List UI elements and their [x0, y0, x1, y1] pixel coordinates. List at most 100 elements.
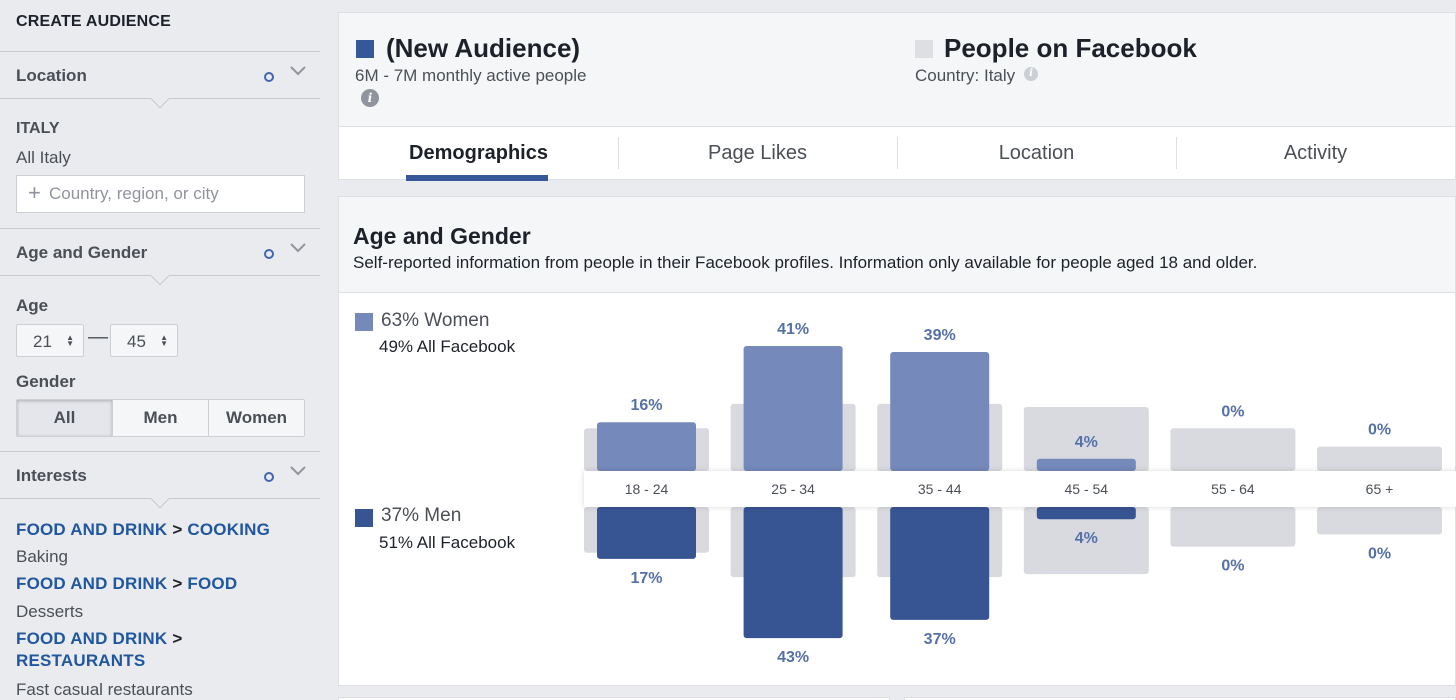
tab-demographics[interactable]: Demographics — [339, 127, 618, 181]
location-country: ITALY — [16, 120, 60, 137]
women-benchmark: 49% All Facebook — [379, 337, 516, 356]
interest-category[interactable]: FOOD AND DRINK — [16, 629, 168, 648]
men-benchmark: 51% All Facebook — [379, 533, 516, 552]
age-label: Age — [16, 296, 49, 315]
comparison-title: People on Facebook — [944, 33, 1197, 63]
gender-men-button[interactable]: Men — [113, 400, 209, 436]
women-legend-label: 63% Women — [381, 310, 490, 331]
benchmark-women-bar — [1170, 428, 1296, 471]
tab-page-likes[interactable]: Page Likes — [618, 127, 897, 181]
men-bar — [743, 507, 843, 639]
location-status-icon — [264, 72, 274, 82]
women-bar — [1036, 458, 1136, 471]
insights-tabs: Demographics Page Likes Location Activit… — [339, 127, 1455, 181]
interest-path-restaurants[interactable]: FOOD AND DRINK > — [16, 629, 182, 649]
interest-subcategory[interactable]: COOKING — [187, 520, 271, 539]
age-gender-title: Age and Gender — [353, 223, 531, 249]
interest-value: Desserts — [16, 602, 84, 621]
audience-color-swatch — [356, 40, 374, 58]
tab-divider — [897, 137, 898, 169]
benchmark-women-bar — [1317, 446, 1442, 471]
sidebar: CREATE AUDIENCE Location ITALY All Italy… — [0, 0, 320, 700]
interest-path-restaurants-sub[interactable]: RESTAURANTS — [16, 651, 145, 671]
audience-size: 6M - 7M monthly active people — [355, 66, 587, 85]
location-search-input[interactable] — [49, 184, 299, 204]
sidebar-title: CREATE AUDIENCE — [16, 13, 172, 30]
interest-path-cooking[interactable]: FOOD AND DRINK > COOKING — [16, 520, 270, 540]
gender-toggle-group: All Men Women — [16, 399, 305, 437]
chevron-down-icon[interactable] — [290, 240, 306, 256]
age-gender-card: Age and Gender Self-reported information… — [338, 196, 1456, 686]
age-gender-section-header[interactable]: Age and Gender — [0, 228, 320, 276]
location-input-box[interactable]: + — [16, 175, 305, 213]
tab-label: Activity — [1283, 142, 1348, 164]
women-value-label: 0% — [1221, 403, 1244, 420]
age-gender-status-icon — [264, 249, 274, 259]
interests-status-icon — [264, 472, 274, 482]
comparison-color-swatch — [915, 40, 933, 58]
chevron-down-icon[interactable] — [290, 63, 306, 79]
gender-all-button[interactable]: All — [17, 400, 113, 436]
comparison-country: Country: Italy — [915, 66, 1016, 85]
info-icon[interactable]: i — [361, 89, 379, 107]
age-min-value: 21 — [33, 332, 52, 351]
age-max-select[interactable]: 45 ▲ ▼ — [110, 324, 178, 357]
age-tick-label: 25 - 34 — [771, 481, 815, 497]
tab-divider — [1176, 137, 1177, 169]
benchmark-men-bar — [1317, 507, 1442, 535]
interest-value: Baking — [16, 547, 68, 566]
tab-divider — [618, 137, 619, 169]
select-arrows-icon: ▲ ▼ — [66, 333, 74, 348]
interest-subcategory[interactable]: RESTAURANTS — [16, 651, 146, 670]
active-tab-underline — [406, 175, 548, 181]
location-section-label: Location — [16, 66, 87, 85]
age-tick-label: 55 - 64 — [1211, 481, 1255, 497]
women-bar — [743, 345, 843, 471]
benchmark-women-bar — [1023, 406, 1149, 471]
gender-label: Gender — [16, 372, 76, 391]
men-bar — [890, 507, 990, 620]
age-tick-label: 65 + — [1366, 481, 1394, 497]
men-value-label: 37% — [924, 631, 956, 648]
women-value-label: 4% — [1075, 434, 1098, 451]
axis-band — [584, 471, 1456, 507]
men-value-label: 43% — [777, 649, 809, 666]
path-separator: > — [172, 520, 183, 539]
men-legend-swatch — [355, 509, 373, 527]
interest-path-food[interactable]: FOOD AND DRINK > FOOD — [16, 574, 237, 594]
men-value-label: 17% — [630, 570, 662, 587]
women-value-label: 39% — [924, 327, 956, 344]
select-arrows-icon: ▲ ▼ — [160, 333, 168, 348]
gender-women-button[interactable]: Women — [225, 408, 288, 427]
women-value-label: 0% — [1368, 422, 1391, 439]
women-value-label: 16% — [630, 397, 662, 414]
interests-section-label: Interests — [16, 466, 87, 485]
interest-category[interactable]: FOOD AND DRINK — [16, 520, 168, 539]
age-max-value: 45 — [127, 332, 146, 351]
women-legend-swatch — [355, 313, 373, 331]
women-value-label: 41% — [777, 321, 809, 338]
section-pointer — [149, 275, 171, 287]
interest-value: Fast casual restaurants — [16, 680, 193, 699]
interests-section-header[interactable]: Interests — [0, 451, 320, 499]
section-pointer — [149, 98, 171, 110]
path-separator: > — [172, 574, 183, 593]
women-bar — [597, 422, 696, 471]
interest-subcategory[interactable]: FOOD — [187, 574, 238, 593]
tab-label: Page Likes — [708, 142, 807, 164]
location-section-header[interactable]: Location — [0, 51, 320, 99]
age-tick-label: 45 - 54 — [1065, 481, 1109, 497]
tab-activity[interactable]: Activity — [1176, 127, 1455, 181]
men-bar — [1036, 507, 1136, 520]
interest-category[interactable]: FOOD AND DRINK — [16, 574, 168, 593]
chevron-down-icon[interactable] — [290, 463, 306, 479]
age-min-select[interactable]: 21 ▲ ▼ — [16, 324, 84, 357]
age-tick-label: 35 - 44 — [918, 481, 962, 497]
location-scope: All Italy — [16, 148, 71, 167]
tab-location[interactable]: Location — [897, 127, 1176, 181]
benchmark-men-bar — [1023, 507, 1149, 575]
info-icon[interactable]: i — [1024, 67, 1038, 81]
age-gender-description: Self-reported information from people in… — [353, 253, 1258, 272]
age-gender-chart: 16% 17% 41% 43% 39% 37% 4% 4% 0% 0% 0% 0% 18 - 24 25 … — [584, 321, 1456, 666]
audience-header-card: (New Audience) 6M - 7M monthly active pe… — [338, 12, 1456, 181]
